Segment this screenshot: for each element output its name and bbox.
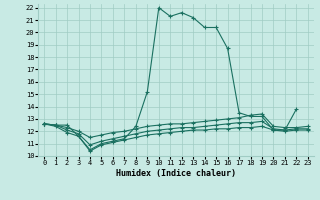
X-axis label: Humidex (Indice chaleur): Humidex (Indice chaleur) [116,169,236,178]
